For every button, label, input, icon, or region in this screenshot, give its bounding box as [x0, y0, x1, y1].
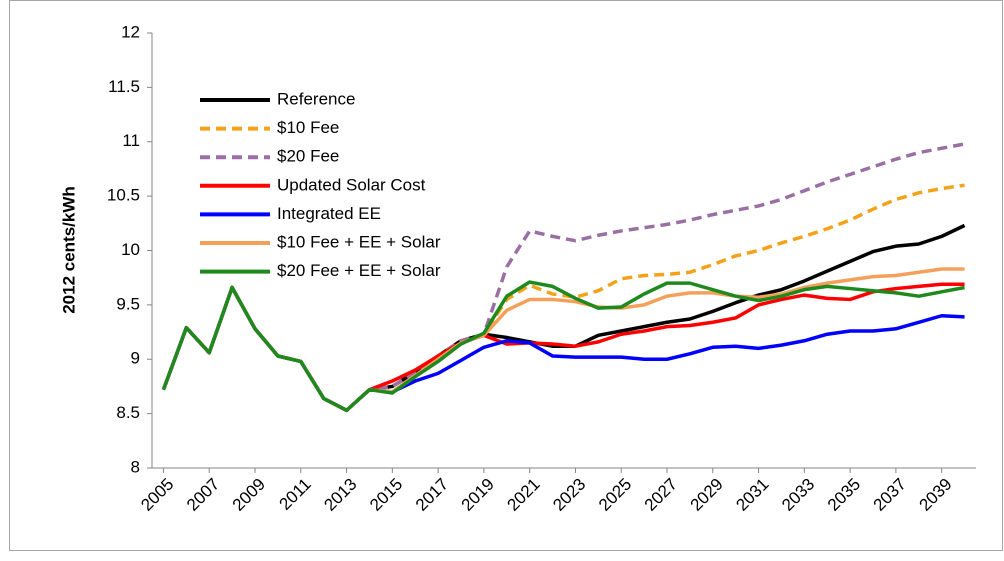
x-tick-label: 2019	[458, 475, 498, 515]
y-tick-label: 11	[122, 131, 140, 150]
x-tick-label: 2007	[183, 475, 223, 515]
x-tick-label: 2031	[732, 475, 772, 515]
legend-label: $10 Fee + EE + Solar	[277, 232, 441, 251]
y-tick-label: 11.5	[108, 77, 140, 96]
y-axis-title: 2012 cents/kWh	[59, 186, 78, 314]
x-tick-label: 2033	[778, 475, 818, 515]
y-tick-label: 12	[121, 22, 140, 41]
x-tick-label: 2029	[687, 475, 727, 515]
x-tick-label: 2025	[595, 475, 635, 515]
x-tick-label: 2021	[503, 475, 543, 515]
x-tick-label: 2009	[229, 475, 269, 515]
legend-label: $10 Fee	[277, 118, 339, 137]
series-line	[161, 183, 965, 413]
y-tick-label: 8.5	[116, 403, 140, 422]
x-tick-label: 2015	[366, 475, 406, 515]
x-tick-label: 2037	[870, 475, 910, 515]
legend-label: Updated Solar Cost	[277, 175, 426, 194]
legend-label: $20 Fee	[277, 147, 339, 166]
series-line	[161, 285, 965, 413]
series-line	[161, 267, 965, 413]
y-tick-label: 9.5	[116, 294, 140, 313]
y-tick-label: 8	[131, 457, 140, 476]
x-tick-label: 2035	[824, 475, 864, 515]
series-line	[161, 280, 965, 413]
y-tick-label: 10.5	[107, 186, 140, 205]
x-tick-label: 2013	[320, 475, 360, 515]
series-line	[161, 223, 966, 413]
x-tick-label: 2027	[641, 475, 681, 515]
x-tick-label: 2011	[275, 475, 314, 514]
x-tick-label: 2023	[549, 475, 589, 515]
x-tick-label: 2005	[137, 475, 177, 515]
y-tick-label: 9	[131, 349, 140, 368]
legend-label: Integrated EE	[277, 204, 381, 223]
series-line	[161, 142, 965, 413]
x-tick-label: 2017	[412, 475, 452, 515]
legend-label: Reference	[277, 89, 355, 108]
legend-label: $20 Fee + EE + Solar	[277, 261, 441, 280]
y-tick-label: 10	[121, 240, 140, 259]
x-tick-label: 2039	[915, 475, 955, 515]
chart-border	[9, 0, 1003, 551]
